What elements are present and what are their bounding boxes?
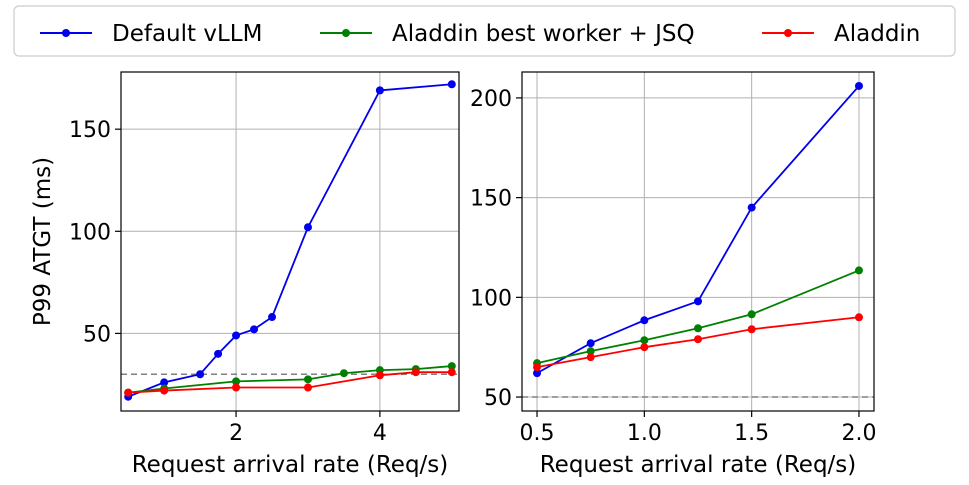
chart-left: 2 4 50 100 150 Request arrival rate (Req/s) P9… <box>30 71 460 478</box>
legend-marker-default-vllm <box>62 29 70 37</box>
right-y-tick-label-2: 150 <box>470 187 512 212</box>
right-y-tick-label-0: 50 <box>484 386 512 411</box>
right-point-aladdin-best-worker-jsq-5 <box>854 266 863 275</box>
right-point-default-vllm-1 <box>586 339 595 348</box>
left-series-line-aladdin <box>128 371 452 394</box>
legend-marker-aladdin-jsq <box>342 29 350 37</box>
right-x-axis-label: Request arrival rate (Req/s) <box>540 452 857 478</box>
right-point-default-vllm-5 <box>854 81 863 90</box>
right-point-aladdin-3 <box>694 335 702 344</box>
left-point-aladdin-5 <box>411 368 420 377</box>
right-point-aladdin-5 <box>854 313 863 322</box>
left-point-default-vllm-2 <box>196 370 205 379</box>
right-point-aladdin-1 <box>586 353 595 362</box>
left-point-aladdin-4 <box>375 371 384 380</box>
right-point-aladdin-best-worker-jsq-1 <box>586 347 595 356</box>
left-point-aladdin-3 <box>303 383 312 392</box>
left-point-default-vllm-1 <box>160 378 169 387</box>
left-point-default-vllm-9 <box>447 80 456 89</box>
left-point-aladdin-1 <box>160 386 169 395</box>
right-x-tick-label-3: 2.0 <box>841 421 876 446</box>
left-y-tick-label-1: 100 <box>69 220 111 245</box>
left-point-aladdin-6 <box>447 368 456 377</box>
left-point-aladdin-best-worker-jsq-3 <box>303 375 312 384</box>
left-point-aladdin-0 <box>124 388 133 397</box>
left-point-default-vllm-3 <box>214 349 223 358</box>
left-plot-frame <box>120 71 460 412</box>
right-series-line-default-vllm <box>536 85 860 374</box>
right-point-default-vllm-3 <box>694 297 702 306</box>
left-x-axis-label: Request arrival rate (Req/s) <box>132 452 449 478</box>
right-point-aladdin-2 <box>640 343 649 352</box>
left-y-tick-label-0: 50 <box>83 322 111 347</box>
right-x-tick-label-2: 1.5 <box>734 421 769 446</box>
left-x-tick-label-1: 4 <box>373 421 387 446</box>
left-x-tick-label-0: 2 <box>229 421 243 446</box>
legend-label-aladdin: Aladdin <box>834 21 920 47</box>
right-point-aladdin-best-worker-jsq-4 <box>747 310 756 319</box>
legend: Default vLLM Aladdin best worker + JSQ A… <box>13 5 956 57</box>
right-point-aladdin-best-worker-jsq-3 <box>694 324 702 333</box>
left-point-default-vllm-7 <box>303 223 312 232</box>
right-series-line-aladdin-best-worker-jsq <box>536 269 860 365</box>
right-point-default-vllm-0 <box>533 369 542 378</box>
left-point-aladdin-2 <box>232 383 241 392</box>
left-point-aladdin-best-worker-jsq-4 <box>339 369 348 378</box>
legend-label-default-vllm: Default vLLM <box>112 21 262 47</box>
legend-entry-aladdin-jsq: Aladdin best worker + JSQ <box>320 21 695 47</box>
left-y-tick-label-2: 150 <box>69 118 111 143</box>
right-series-line-aladdin <box>536 316 860 369</box>
right-point-aladdin-4 <box>747 325 756 334</box>
legend-frame <box>13 5 956 57</box>
left-series-line-aladdin-best-worker-jsq <box>128 365 452 394</box>
legend-entry-default-vllm: Default vLLM <box>40 21 262 47</box>
left-point-aladdin-best-worker-jsq-7 <box>447 362 456 371</box>
legend-entry-aladdin: Aladdin <box>762 21 920 47</box>
left-y-axis-label: P99 ATGT (ms) <box>30 157 56 326</box>
left-point-default-vllm-6 <box>268 313 277 322</box>
right-y-tick-label-1: 100 <box>470 286 512 311</box>
right-point-aladdin-best-worker-jsq-2 <box>640 336 649 345</box>
left-series-line-default-vllm <box>127 83 452 398</box>
right-point-aladdin-0 <box>533 363 542 372</box>
right-x-tick-label-1: 1.0 <box>627 421 662 446</box>
right-point-default-vllm-4 <box>747 203 756 212</box>
legend-marker-aladdin <box>784 29 792 37</box>
right-x-tick-label-0: 0.5 <box>520 421 555 446</box>
right-y-tick-label-3: 200 <box>470 87 512 112</box>
right-point-default-vllm-2 <box>640 316 649 325</box>
chart-right: 0.5 1.0 1.5 2.0 50 100 150 200 Request arrival r… <box>470 71 876 478</box>
left-point-default-vllm-5 <box>250 325 259 334</box>
left-point-default-vllm-8 <box>375 86 384 95</box>
left-point-aladdin-best-worker-jsq-2 <box>232 377 241 386</box>
right-plot-frame <box>521 71 875 412</box>
legend-label-aladdin-jsq: Aladdin best worker + JSQ <box>392 21 695 47</box>
left-point-default-vllm-4 <box>232 331 241 340</box>
